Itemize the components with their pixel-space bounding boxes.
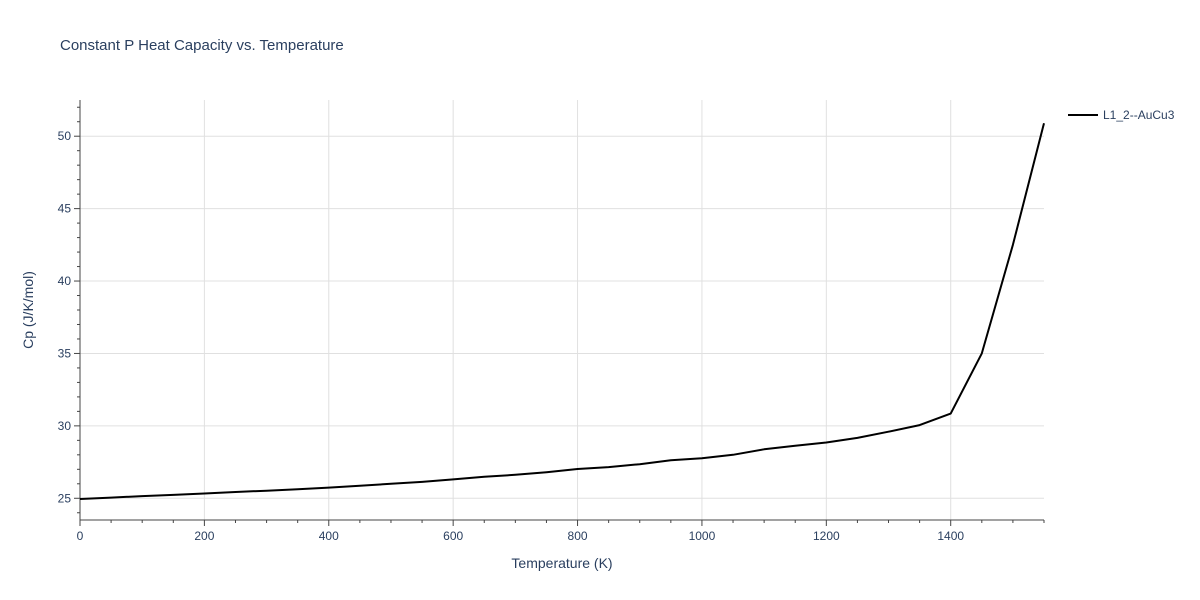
x-tick-label: 600 bbox=[443, 529, 463, 543]
x-tick-label: 800 bbox=[568, 529, 588, 543]
x-tick-label: 1200 bbox=[813, 529, 840, 543]
y-tick-label: 30 bbox=[58, 419, 72, 433]
x-tick-label: 400 bbox=[319, 529, 339, 543]
legend[interactable]: L1_2--AuCu3 bbox=[1068, 108, 1175, 122]
x-ticks: 0 200 400 600 800 1000 1200 1400 bbox=[77, 529, 965, 543]
series-layer bbox=[79, 122, 1045, 500]
x-tick-label: 200 bbox=[194, 529, 214, 543]
series-line bbox=[79, 122, 1045, 500]
x-tick-label: 0 bbox=[77, 529, 84, 543]
x-axis-title: Temperature (K) bbox=[511, 555, 612, 571]
y-tick-label: 40 bbox=[58, 274, 72, 288]
y-tick-label: 45 bbox=[58, 202, 72, 216]
legend-label: L1_2--AuCu3 bbox=[1103, 108, 1175, 122]
x-tick-label: 1000 bbox=[689, 529, 716, 543]
y-ticks: 25 30 35 40 45 50 bbox=[58, 129, 72, 505]
y-tick-label: 50 bbox=[58, 129, 72, 143]
x-tick-label: 1400 bbox=[937, 529, 964, 543]
y-tick-label: 35 bbox=[58, 346, 72, 360]
y-axis-title: Cp (J/K/mol) bbox=[20, 271, 36, 349]
grid bbox=[80, 100, 1044, 520]
chart-title: Constant P Heat Capacity vs. Temperature bbox=[60, 37, 344, 54]
axes bbox=[74, 100, 1045, 526]
y-tick-label: 25 bbox=[58, 491, 72, 505]
